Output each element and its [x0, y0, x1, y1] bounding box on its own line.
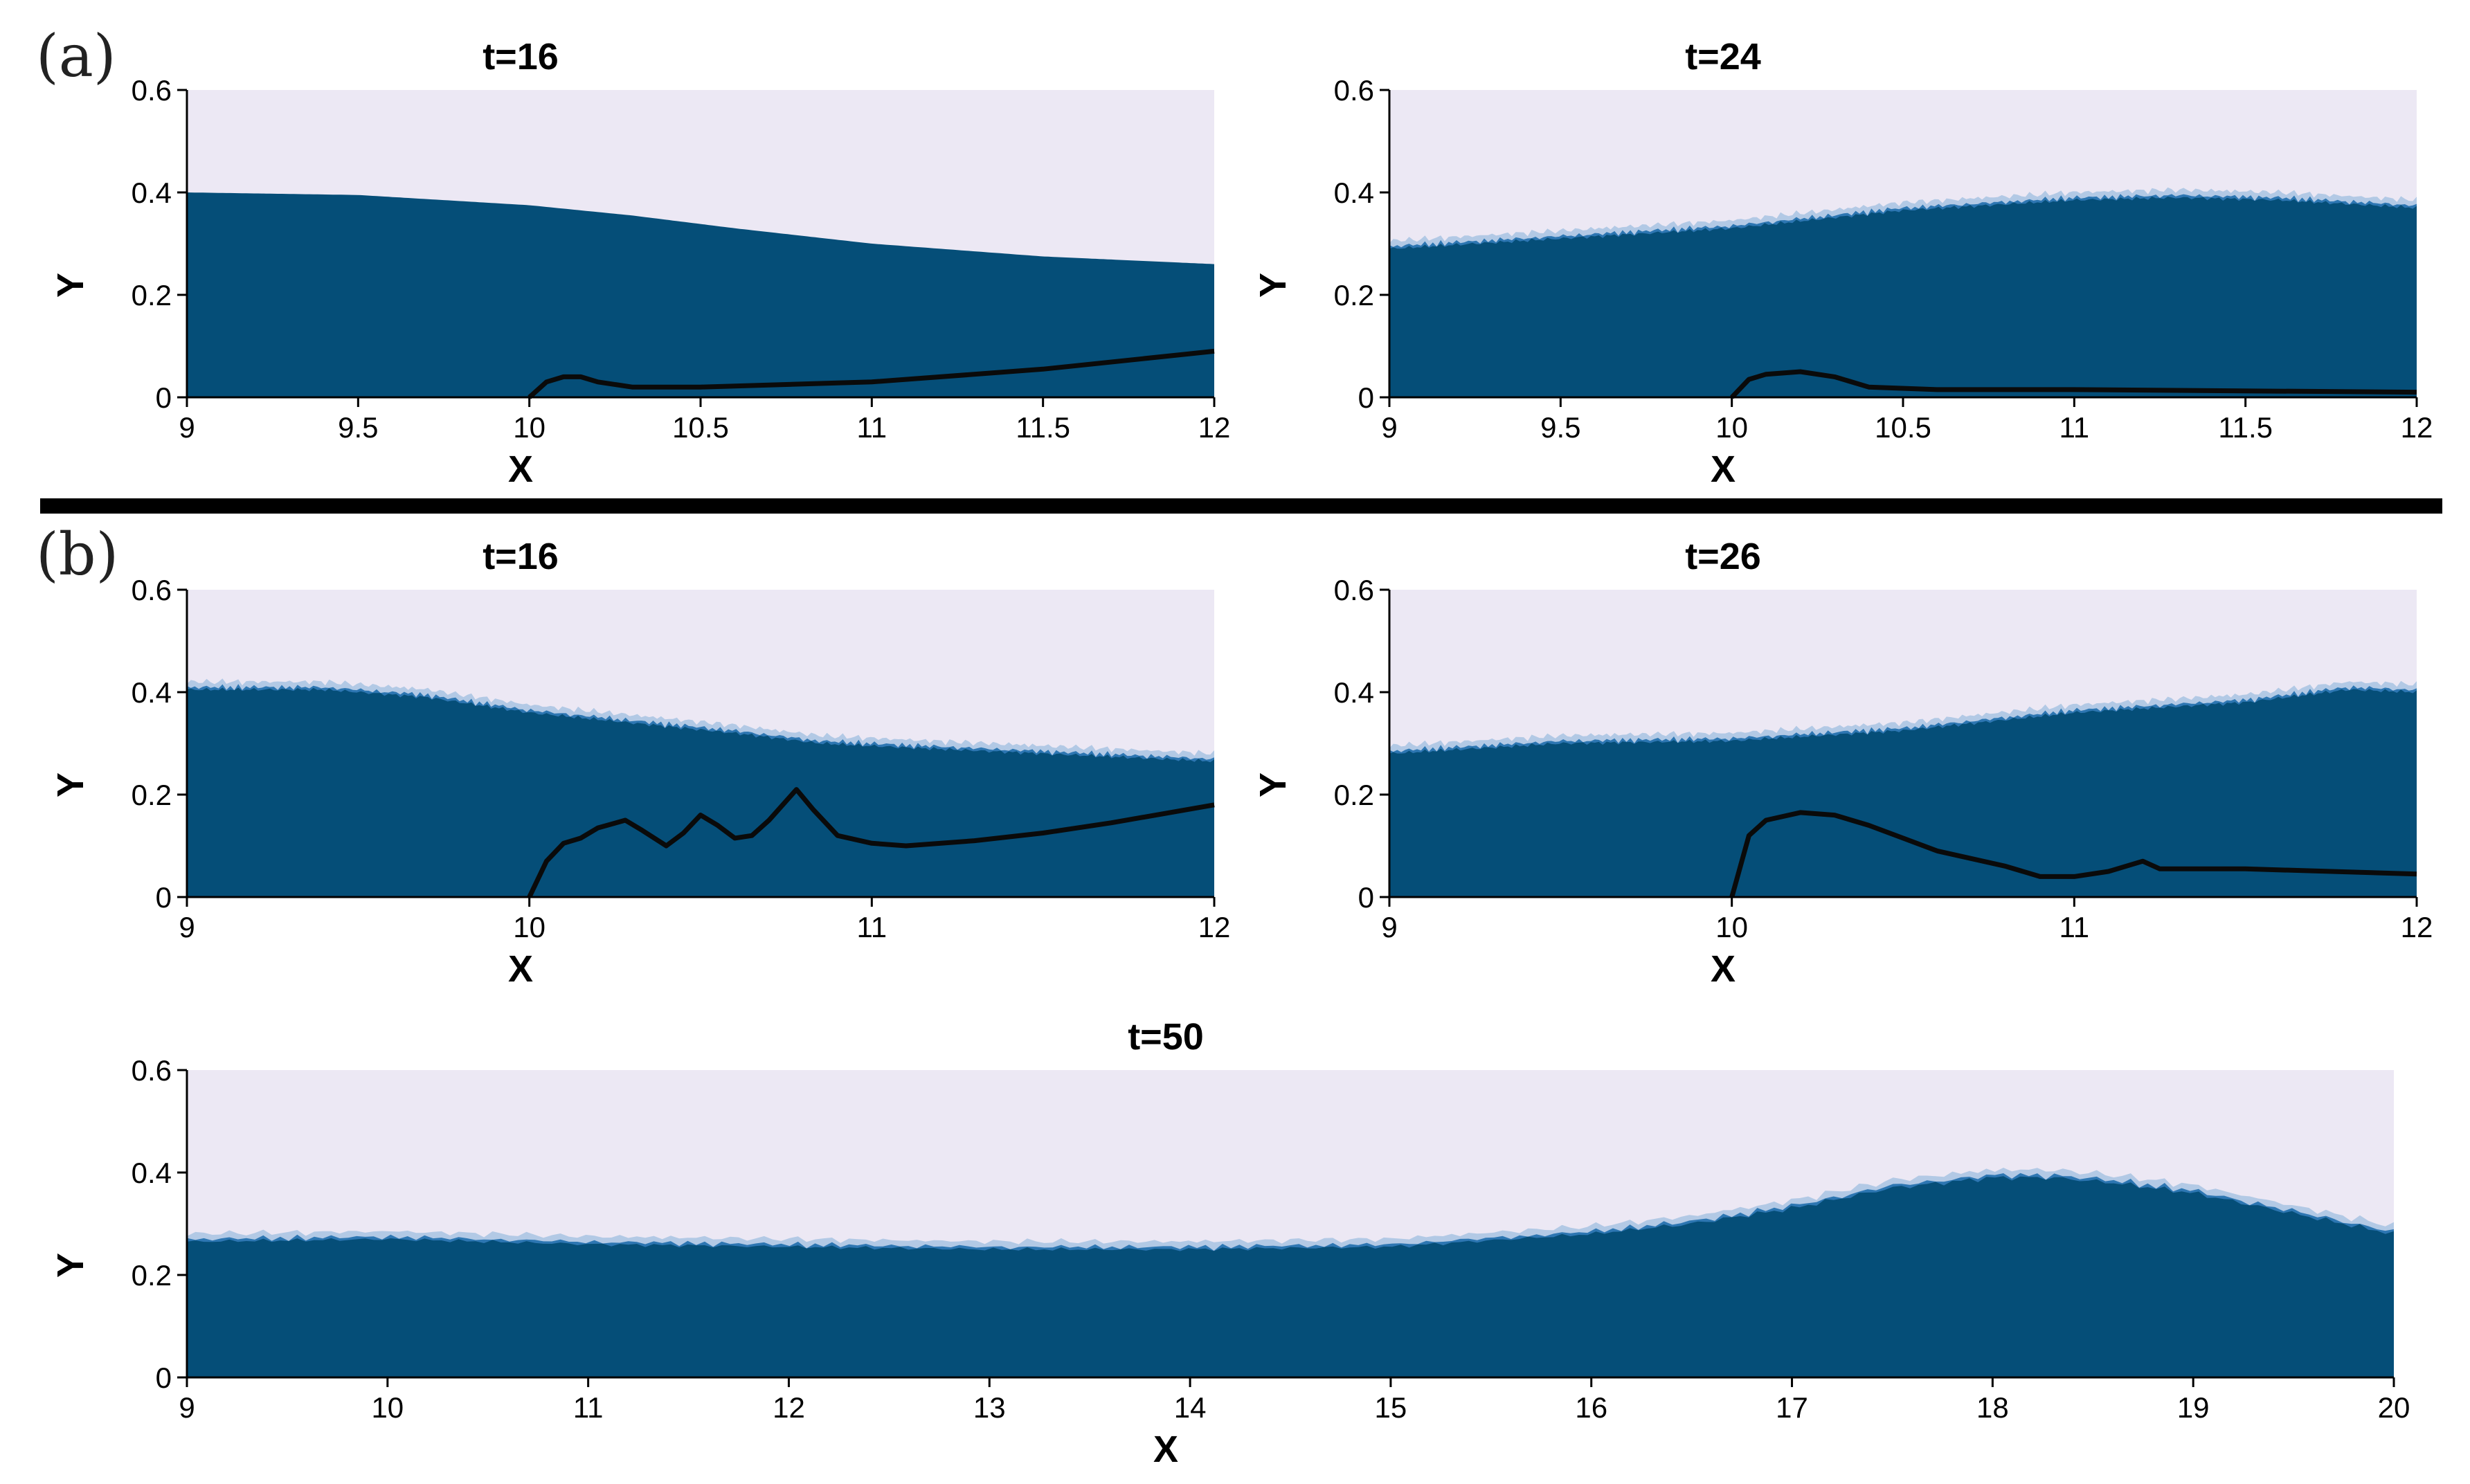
section-divider	[40, 498, 2442, 514]
y-axis-label: Y	[50, 273, 91, 298]
profile-line	[527, 787, 1215, 898]
x-tick-label: 9.5	[338, 411, 378, 444]
x-tick-label: 9	[179, 911, 195, 943]
y-axis-label: Y	[50, 1253, 91, 1278]
y-tick-label: 0	[1358, 881, 1374, 914]
y-tick-label: 0.6	[132, 574, 172, 606]
x-tick-label: 12	[1198, 911, 1231, 943]
chart-title: t=50	[1128, 1016, 1204, 1058]
profile-line	[1729, 810, 2417, 898]
x-tick-label: 11	[857, 911, 887, 943]
x-tick-label: 10	[513, 911, 546, 943]
y-tick-label: 0	[156, 1361, 172, 1394]
x-tick-label: 12	[2401, 911, 2433, 943]
water-region	[1389, 689, 2417, 897]
x-tick-label: 18	[1976, 1391, 2009, 1424]
chart-title: t=16	[483, 536, 559, 577]
x-tick-label: 11	[573, 1391, 604, 1424]
x-tick-label: 12	[773, 1391, 805, 1424]
x-tick-label: 10	[513, 411, 546, 444]
x-tick-label: 9	[1381, 411, 1397, 444]
chart-title: t=24	[1685, 36, 1761, 78]
y-tick-label: 0.2	[132, 1259, 172, 1292]
chart-title: t=26	[1685, 536, 1761, 577]
y-tick-label: 0.4	[132, 676, 172, 709]
y-tick-label: 0	[156, 881, 172, 914]
y-tick-label: 0.4	[132, 1157, 172, 1189]
x-tick-label: 13	[973, 1391, 1006, 1424]
y-tick-label: 0	[156, 381, 172, 414]
y-tick-label: 0.2	[132, 279, 172, 311]
x-tick-label: 11	[857, 411, 887, 444]
water-region	[1389, 196, 2417, 397]
chart-title: t=16	[483, 36, 559, 78]
charts: 9 9.5 10 10.5 11 11.5 12 0 0.2 0.4 0.6 t=16 X Y 9 9.5 10…	[50, 36, 2433, 1470]
y-tick-label: 0	[1358, 381, 1374, 414]
x-tick-label: 11.5	[2218, 411, 2273, 444]
y-tick-label: 0.6	[132, 74, 172, 107]
x-axis-label: X	[1711, 449, 1736, 490]
y-tick-label: 0.2	[1334, 279, 1374, 311]
water-region	[187, 1176, 2394, 1377]
water-region	[187, 192, 1214, 397]
water-region	[187, 687, 1214, 897]
y-tick-label: 0.6	[1334, 574, 1374, 606]
chart-b-bottom: 9 10 11 12 13 14 15 16 17 18 19 20 0 0.2 0.4 0.6 t=50 X Y	[50, 1016, 2410, 1470]
x-tick-label: 14	[1174, 1391, 1207, 1424]
y-tick-label: 0.2	[1334, 779, 1374, 811]
chart-b-right: 9 10 11 12 0 0.2 0.4 0.6 t=26 X Y	[1252, 536, 2433, 990]
x-tick-label: 9	[179, 411, 195, 444]
x-tick-label: 9	[1381, 911, 1397, 943]
y-axis-label: Y	[1252, 772, 1294, 797]
x-tick-label: 20	[2378, 1391, 2410, 1424]
x-tick-label: 16	[1575, 1391, 1607, 1424]
x-tick-label: 12	[2401, 411, 2433, 444]
chart-a-right: 9 9.5 10 10.5 11 11.5 12 0 0.2 0.4 0.6 t=24 X Y	[1252, 36, 2433, 490]
x-axis-label: X	[1711, 948, 1736, 990]
y-axis-label: Y	[50, 772, 91, 797]
x-axis-label: X	[508, 948, 533, 990]
y-tick-label: 0.2	[132, 779, 172, 811]
x-tick-label: 11	[2059, 911, 2090, 943]
y-tick-label: 0.4	[1334, 177, 1374, 209]
x-axis-label: X	[508, 449, 533, 490]
x-tick-label: 11	[2059, 411, 2090, 444]
x-tick-label: 9	[179, 1391, 195, 1424]
x-tick-label: 10.5	[672, 411, 729, 444]
y-tick-label: 0.4	[1334, 676, 1374, 709]
panel-label-a: (a)	[36, 22, 116, 90]
x-tick-label: 10	[1715, 411, 1748, 444]
x-tick-label: 11.5	[1016, 411, 1070, 444]
x-tick-label: 10.5	[1875, 411, 1931, 444]
x-axis-label: X	[1153, 1429, 1178, 1470]
y-tick-label: 0.6	[1334, 74, 1374, 107]
x-tick-label: 10	[1715, 911, 1748, 943]
chart-a-left: 9 9.5 10 10.5 11 11.5 12 0 0.2 0.4 0.6 t=16 X Y	[50, 36, 1230, 490]
panel-label-b: (b)	[36, 521, 118, 588]
y-axis-label: Y	[1252, 273, 1294, 298]
x-tick-label: 15	[1375, 1391, 1407, 1424]
x-tick-label: 10	[371, 1391, 404, 1424]
x-tick-label: 17	[1776, 1391, 1808, 1424]
chart-b-left: 9 10 11 12 0 0.2 0.4 0.6 t=16 X Y	[50, 536, 1230, 990]
y-tick-label: 0.6	[132, 1054, 172, 1087]
profile-line	[1730, 369, 2417, 399]
y-tick-label: 0.4	[132, 177, 172, 209]
x-tick-label: 19	[2177, 1391, 2210, 1424]
profile-line	[528, 348, 1215, 399]
x-tick-label: 12	[1198, 411, 1231, 444]
x-tick-label: 9.5	[1540, 411, 1580, 444]
